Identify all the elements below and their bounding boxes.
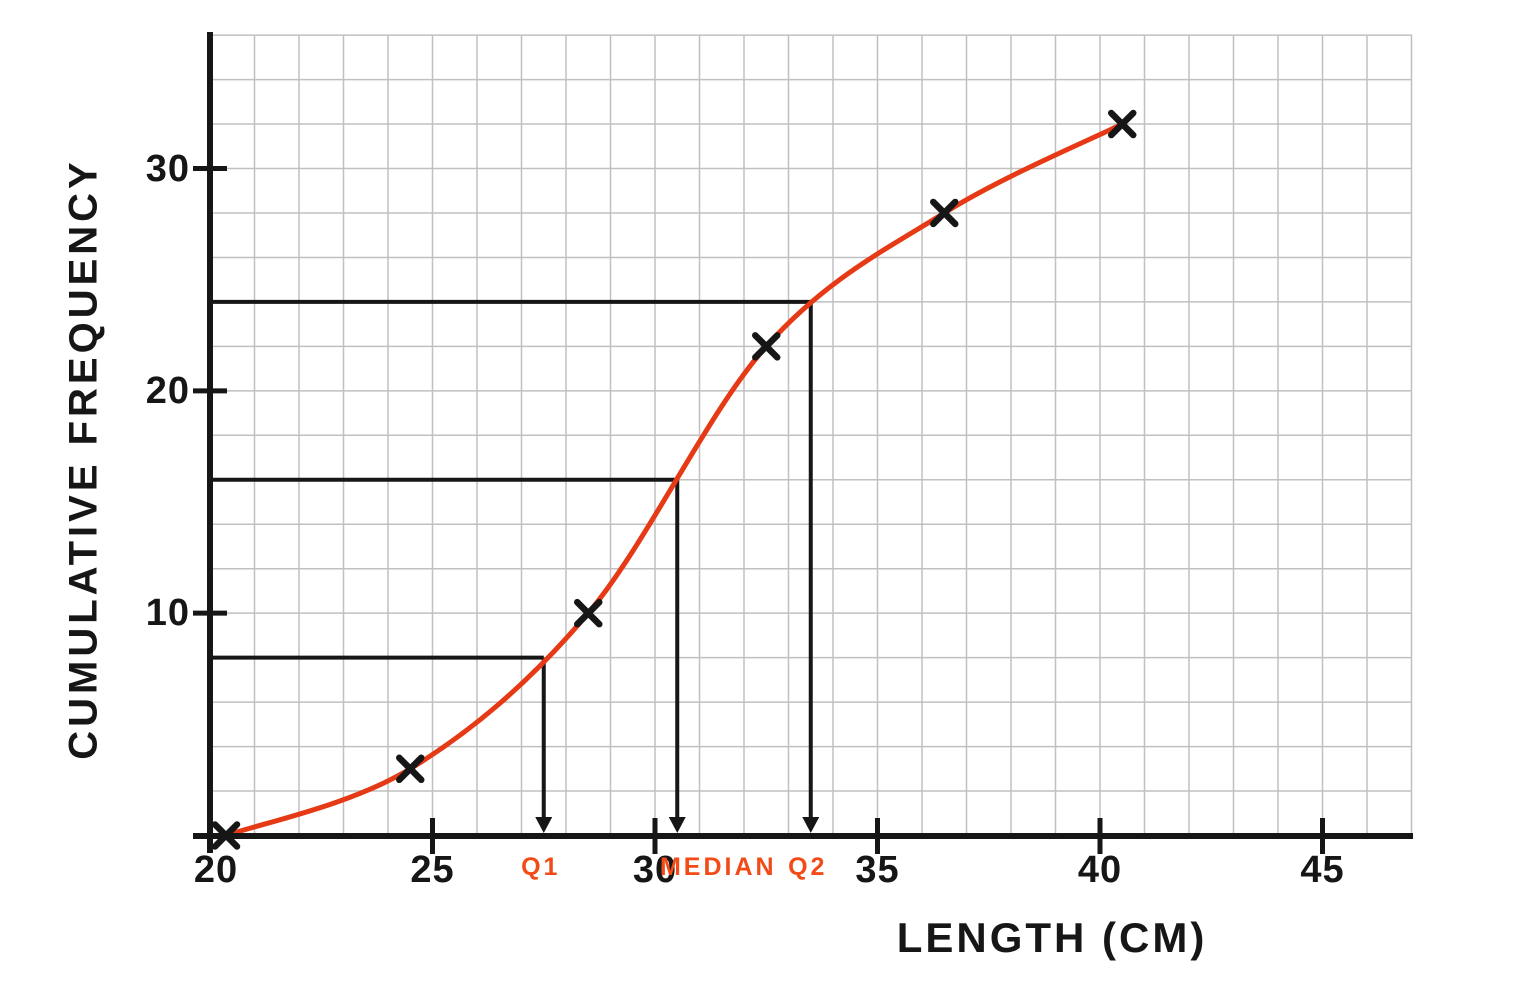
data-point-x-marker (752, 332, 781, 361)
y-tick-label-20: 20 (145, 369, 190, 412)
x-tick-label-45: 45 (1300, 849, 1345, 891)
ogive-curve (223, 121, 1125, 838)
data-point-x-marker (930, 198, 959, 228)
x-tick-label-35: 35 (855, 849, 900, 891)
x-tick-label-20: 20 (193, 849, 239, 891)
x-tick-label-40: 40 (1077, 849, 1123, 891)
annotation-label-median: MEDIAN (659, 853, 777, 881)
x-tick-label-30: 30 (632, 849, 678, 891)
annotation-label-q1: Q1 (521, 853, 561, 881)
y-tick-label-30: 30 (145, 147, 190, 190)
x-axis-title: LENGTH (CM) (896, 914, 1208, 961)
annotation-label-q2: Q2 (788, 853, 828, 881)
data-point-x-marker (574, 598, 603, 628)
y-axis-title: CUMULATIVE FREQUENCY (61, 158, 106, 760)
median-down-arrow-icon (668, 817, 686, 833)
q2-down-arrow-icon (802, 817, 820, 833)
data-point-x-marker (1108, 109, 1137, 139)
q1-down-arrow-icon (535, 817, 553, 833)
data-point-x-marker (396, 754, 425, 784)
x-tick-label-25: 25 (410, 849, 455, 891)
y-tick-label-10: 10 (145, 592, 190, 635)
